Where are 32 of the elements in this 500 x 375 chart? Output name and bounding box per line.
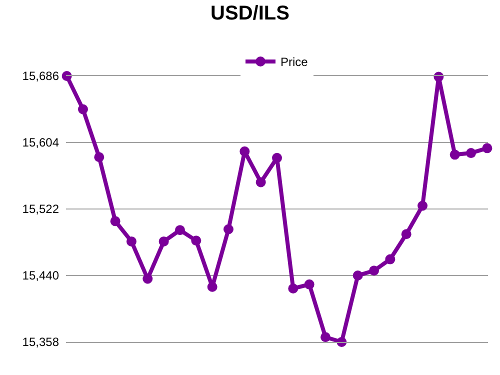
point — [320, 332, 331, 342]
y-tick-label: 15,440 — [22, 268, 60, 283]
y-tick-label: 15,358 — [22, 335, 60, 350]
point — [207, 282, 218, 292]
point — [223, 224, 234, 234]
point — [450, 150, 460, 160]
point — [191, 236, 202, 246]
point — [174, 225, 185, 236]
point — [369, 266, 380, 276]
point — [288, 283, 298, 294]
point — [272, 152, 282, 163]
point — [62, 71, 72, 81]
y-tick-label: 15,604 — [22, 136, 60, 150]
point — [418, 200, 428, 211]
point — [304, 279, 314, 290]
point — [352, 270, 363, 280]
point — [256, 177, 266, 188]
point — [158, 236, 169, 246]
point — [385, 254, 396, 264]
point — [401, 229, 412, 240]
legend-label: Price — [280, 55, 308, 70]
point — [126, 236, 136, 246]
chart-title: USD/ILS — [210, 2, 290, 25]
point — [466, 148, 476, 158]
point — [240, 146, 250, 156]
point — [142, 274, 153, 284]
point — [94, 152, 104, 162]
y-tick-label: 15,522 — [22, 202, 60, 216]
point — [78, 104, 88, 114]
point — [110, 216, 120, 226]
y-tick-label: 15,686 — [22, 69, 60, 84]
point — [482, 143, 492, 154]
